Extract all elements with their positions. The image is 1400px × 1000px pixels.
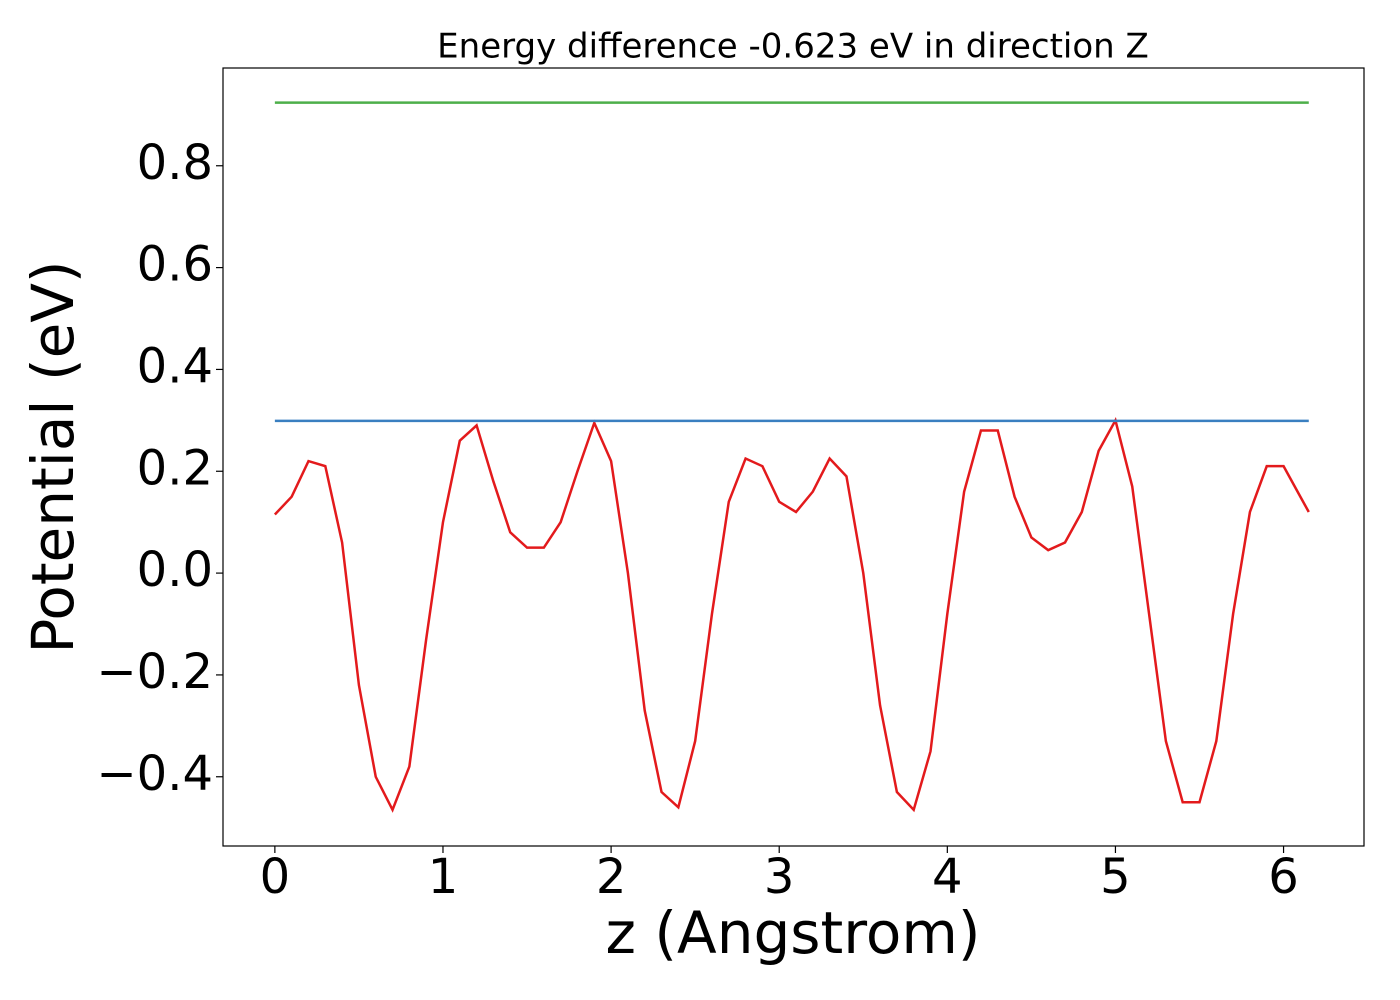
x-tick-label: 2 <box>596 849 627 905</box>
y-tick-label: −0.2 <box>96 644 213 700</box>
x-tick-label: 6 <box>1268 849 1299 905</box>
y-tick-label: 0.2 <box>137 440 213 496</box>
plot-frame <box>222 67 1365 847</box>
x-tick-label: 0 <box>260 849 291 905</box>
x-tick-label: 1 <box>428 849 459 905</box>
line-series <box>273 416 1310 813</box>
x-axis-label: z (Angstrom) <box>606 899 981 967</box>
y-tick-label: 0.8 <box>137 135 213 191</box>
y-tick-label: −0.4 <box>96 746 213 802</box>
y-tick-label: 0.6 <box>137 237 213 293</box>
y-tick-label: 0.0 <box>137 542 213 598</box>
y-axis-label: Potential (eV) <box>19 260 87 653</box>
x-tick-label: 3 <box>764 849 795 905</box>
chart-title: Energy difference -0.623 eV in direction… <box>437 27 1149 67</box>
y-tick-label: 0.4 <box>137 338 213 394</box>
x-tick-label: 5 <box>1100 849 1131 905</box>
x-tick-label: 4 <box>932 849 963 905</box>
